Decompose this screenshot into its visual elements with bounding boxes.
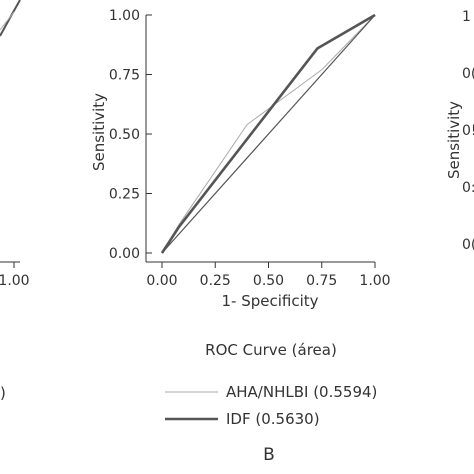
y-tick-label: 0.75 bbox=[109, 68, 140, 84]
right-panel-y-axis-title: Sensitivity bbox=[445, 101, 463, 179]
right-panel-fragment: 1 0( 0! 0: 0( Sensitivity bbox=[445, 9, 474, 253]
left-panel-curve-thin bbox=[0, 11, 15, 31]
left-panel-legend-fragment: ) bbox=[0, 384, 6, 402]
series-layer bbox=[160, 13, 376, 254]
y-tick-label: 0.50 bbox=[109, 127, 140, 143]
right-panel-y-tick-label: 0: bbox=[462, 180, 474, 196]
y-tick-label: 0.00 bbox=[109, 246, 140, 262]
y-axis-title: Sensitivity bbox=[90, 93, 108, 171]
right-panel-y-tick-label: 1 bbox=[462, 9, 471, 25]
x-tick-label: 0.75 bbox=[306, 273, 337, 289]
series-line-1 bbox=[160, 13, 376, 254]
chart-title: ROC Curve (área) bbox=[205, 341, 337, 359]
reference-diagonal-line bbox=[161, 14, 376, 254]
y-tick-label: 0.25 bbox=[109, 187, 140, 203]
x-axis-title: 1- Specificity bbox=[221, 292, 318, 310]
right-panel-y-tick-label: 0( bbox=[462, 237, 474, 253]
left-panel-x-tick-label: 1.00 bbox=[0, 273, 30, 289]
left-panel-curve bbox=[0, 0, 21, 37]
x-tick-label: 1.00 bbox=[359, 273, 390, 289]
legend-label: IDF (0.5630) bbox=[226, 410, 320, 428]
right-panel-y-tick-label: 0( bbox=[462, 66, 474, 82]
right-panel-y-tick-label: 0! bbox=[462, 123, 474, 139]
left-panel-fragment: 1.00 ) bbox=[0, 0, 30, 402]
x-tick-label: 0.50 bbox=[253, 273, 284, 289]
legend-label: AHA/NHLBI (0.5594) bbox=[226, 383, 377, 401]
tick-label-layer: 0.00 0.25 0.50 0.75 1.00 0.00 0.25 0.50 0.75 1.00 bbox=[109, 8, 391, 289]
x-tick-label: 0.25 bbox=[200, 273, 231, 289]
panel-letter: B bbox=[263, 445, 275, 465]
tick-layer bbox=[146, 14, 376, 268]
x-tick-label: 0.00 bbox=[146, 273, 177, 289]
y-tick-label: 1.00 bbox=[109, 8, 140, 24]
legend: AHA/NHLBI (0.5594) IDF (0.5630) bbox=[165, 383, 377, 428]
